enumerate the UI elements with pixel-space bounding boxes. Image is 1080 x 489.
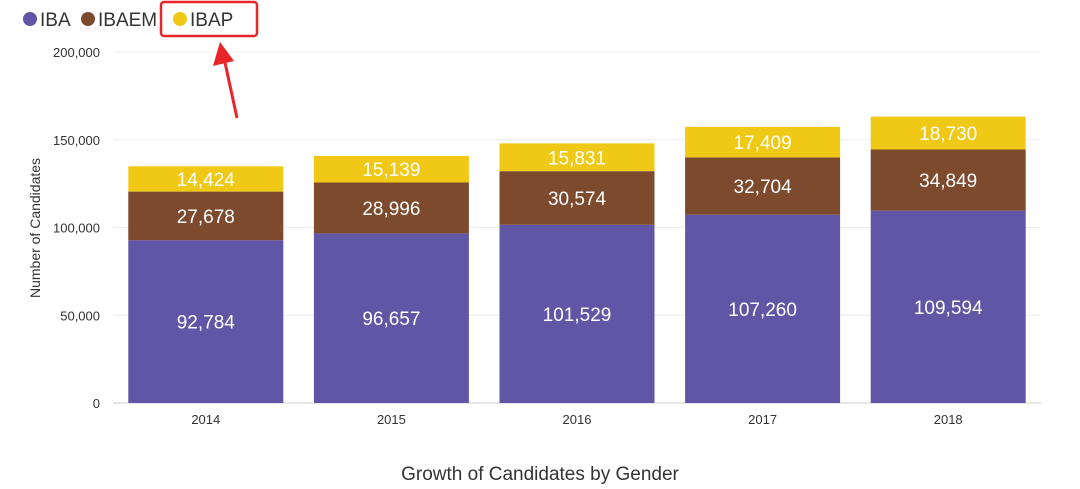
data-label-iba-2014: 92,784 [177,313,236,334]
y-tick-label: 100,000 [53,221,100,236]
data-label-ibaem-2018: 34,849 [919,171,977,192]
bar-segment-ibap-2016[interactable] [499,143,655,172]
data-label-ibap-2017: 17,409 [734,133,792,154]
bar-segment-iba-2018[interactable] [870,210,1026,403]
bar-segment-ibap-2017[interactable] [685,126,841,158]
bar-segment-ibaem-2018[interactable] [870,149,1026,211]
legend-marker [23,12,37,26]
bar-segment-ibaem-2015[interactable] [313,182,469,234]
legend-marker [173,12,187,26]
x-tick-label: 2015 [377,412,406,427]
highlight-box [159,0,259,38]
x-tick-label: 2017 [748,412,777,427]
annotation-arrow-shaft [222,57,239,119]
bar-segment-iba-2014[interactable] [128,240,284,403]
data-label-iba-2017: 107,260 [728,300,797,321]
annotation [159,0,259,119]
axes: 0 50,000 100,000 150,000 200,000 2014 2015 2016… [53,45,963,427]
bar-segment-iba-2016[interactable] [499,224,655,403]
data-label-ibap-2014: 14,424 [177,170,236,191]
data-label-ibaem-2014: 27,678 [177,207,235,228]
data-label-ibap-2015: 15,139 [362,160,420,181]
data-label-ibaem-2017: 32,704 [734,177,793,198]
legend-label: IBAP [190,10,233,31]
bars [128,116,1026,403]
data-label-iba-2018: 109,594 [914,298,983,319]
y-tick-label: 150,000 [53,133,100,148]
bar-segment-iba-2017[interactable] [685,214,841,403]
legend-marker [81,12,95,26]
bar-segment-ibaem-2017[interactable] [685,157,841,215]
data-label-ibap-2018: 18,730 [919,124,977,145]
y-tick-label: 0 [93,396,100,411]
legend-label: IBAEM [98,10,157,31]
data-label-iba-2015: 96,657 [362,309,420,330]
legend-item-iba[interactable]: IBA [23,10,71,31]
data-label-ibap-2016: 15,831 [548,148,606,169]
legend-item-ibaem[interactable]: IBAEM [81,10,157,31]
bar-segment-ibap-2015[interactable] [313,155,469,183]
bar-data-labels: 92,784 27,678 14,424 96,657 28,996 15,139 101,… [177,124,983,334]
data-label-ibaem-2015: 28,996 [362,199,420,220]
bar-segment-iba-2015[interactable] [313,233,469,403]
bar-segment-ibap-2014[interactable] [128,166,284,192]
chart-title: Growth of Candidates by Gender [401,464,679,485]
x-tick-label: 2016 [563,412,592,427]
bar-segment-ibap-2018[interactable] [870,116,1026,150]
y-axis-title: Number of Candidates [27,158,43,298]
x-tick-label: 2018 [934,412,963,427]
legend-label: IBA [40,10,71,31]
data-label-iba-2016: 101,529 [543,305,612,326]
y-tick-label: 50,000 [60,308,100,323]
legend-item-ibap[interactable]: IBAP [173,10,233,31]
x-tick-label: 2014 [191,412,220,427]
bar-segment-ibaem-2016[interactable] [499,171,655,225]
bar-segment-ibaem-2014[interactable] [128,191,284,241]
annotation-arrow-head [213,42,234,66]
data-label-ibaem-2016: 30,574 [548,189,607,210]
legend[interactable]: IBA IBAEM IBAP [23,10,233,31]
y-tick-label: 200,000 [53,45,100,60]
